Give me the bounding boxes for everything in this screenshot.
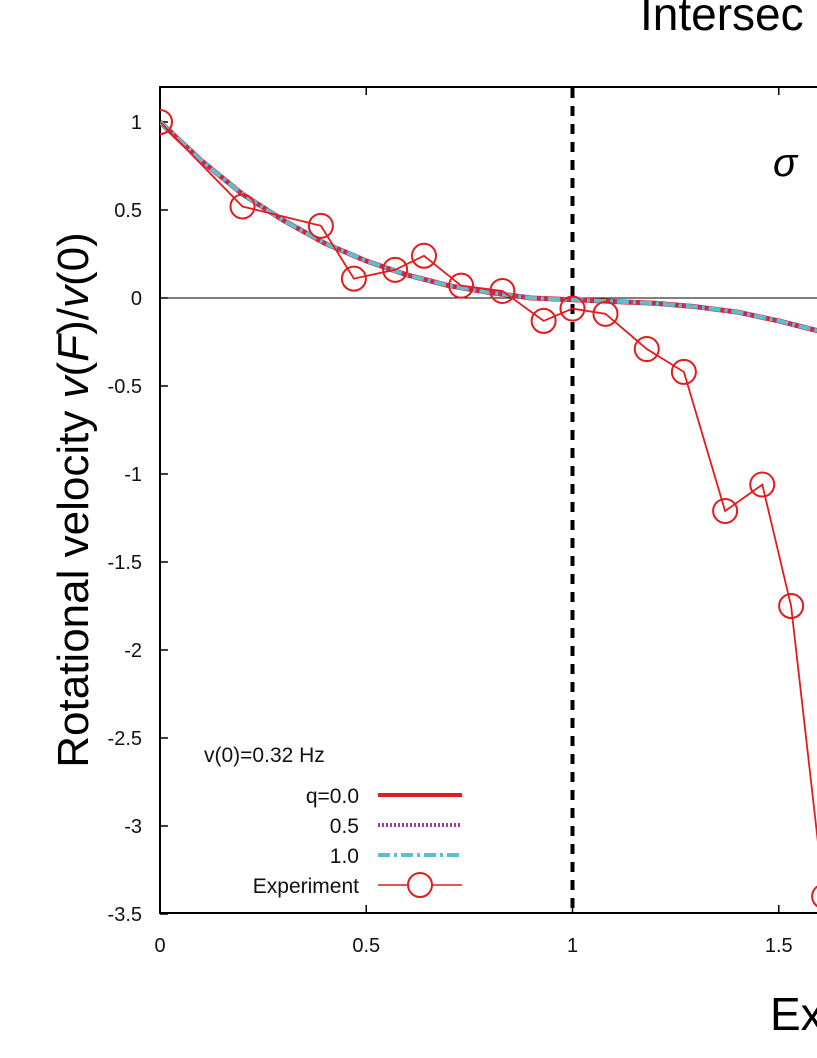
y-tick-label: -0.5: [108, 376, 142, 398]
series-line-experiment: [160, 121, 817, 842]
legend-swatch-experiment-marker: [407, 872, 433, 898]
experiment-point: [592, 300, 619, 327]
y-tick-label: -1.5: [108, 552, 142, 574]
experiment-point: [382, 256, 409, 283]
series-line-dotted: [160, 120, 817, 333]
y-axis-label-part-5: )/: [49, 307, 98, 335]
y-tick-label: -2: [124, 640, 142, 662]
sigma-annotation: σ: [773, 141, 799, 185]
y-axis-label-part-3: (: [49, 361, 98, 376]
experiment-point: [489, 277, 516, 304]
y-tick-label: -3.5: [108, 904, 142, 926]
y-tick-label: 0.5: [114, 200, 142, 222]
legend-label-q10: 1.0: [330, 845, 359, 868]
y-axis-label-part-1: Rotational velocity: [49, 398, 98, 767]
experiment-point: [160, 109, 173, 135]
y-tick-label: 1: [131, 112, 142, 134]
experiment-point: [749, 471, 776, 498]
legend-label-experiment: Experiment: [253, 875, 359, 898]
y-axis-label: Rotational velocity v(F)/v(0): [49, 232, 98, 768]
y-axis-label-part-7: (0): [49, 232, 98, 286]
experiment-point: [712, 497, 739, 524]
legend-header: v(0)=0.32 Hz: [204, 744, 325, 767]
y-axis-label-part-2: v: [49, 373, 98, 398]
experiment-point: [307, 212, 334, 239]
x-tick-label: 1.5: [765, 935, 793, 957]
x-axis-label: Ex: [770, 988, 817, 1040]
experiment-point: [411, 242, 437, 269]
experiment-point: [670, 358, 697, 385]
legend-label-q05: 0.5: [330, 815, 359, 838]
series-line-dashdot: [160, 120, 817, 333]
experiment-point: [633, 336, 660, 363]
legend-label-q0: q=0.0: [306, 785, 359, 808]
legend: v(0)=0.32 Hz q=0.0 0.5 1.0 Experiment: [204, 744, 462, 898]
plot-frame: [159, 86, 817, 914]
y-tick-label: -3: [124, 816, 142, 838]
experiment-point: [811, 885, 817, 908]
y-tick-label: -2.5: [108, 728, 142, 750]
x-tick-label: 0.5: [352, 935, 380, 957]
experiment-point: [229, 193, 256, 220]
experiment-point: [778, 593, 805, 619]
experiment-point: [559, 295, 586, 322]
experiment-point: [448, 272, 475, 299]
chart-title: Intersec: [640, 0, 804, 40]
y-tick-label: -1: [124, 464, 142, 486]
y-axis-label-part-6: v: [49, 283, 98, 308]
series-layer: [160, 109, 817, 908]
y-tick-label: 0: [131, 288, 142, 310]
experiment-point: [530, 307, 557, 334]
ticks-layer: 1 0.5 0 -0.5 -1 -1.5 -2 -2.5 -3 -3.5 0 0.5 1 1.5: [108, 87, 793, 957]
experiment-point: [340, 265, 367, 292]
x-tick-label: 1: [567, 935, 578, 957]
y-axis-label-part-4: F: [49, 333, 98, 362]
series-line-solid: [160, 120, 817, 334]
x-tick-label: 0: [154, 935, 165, 957]
